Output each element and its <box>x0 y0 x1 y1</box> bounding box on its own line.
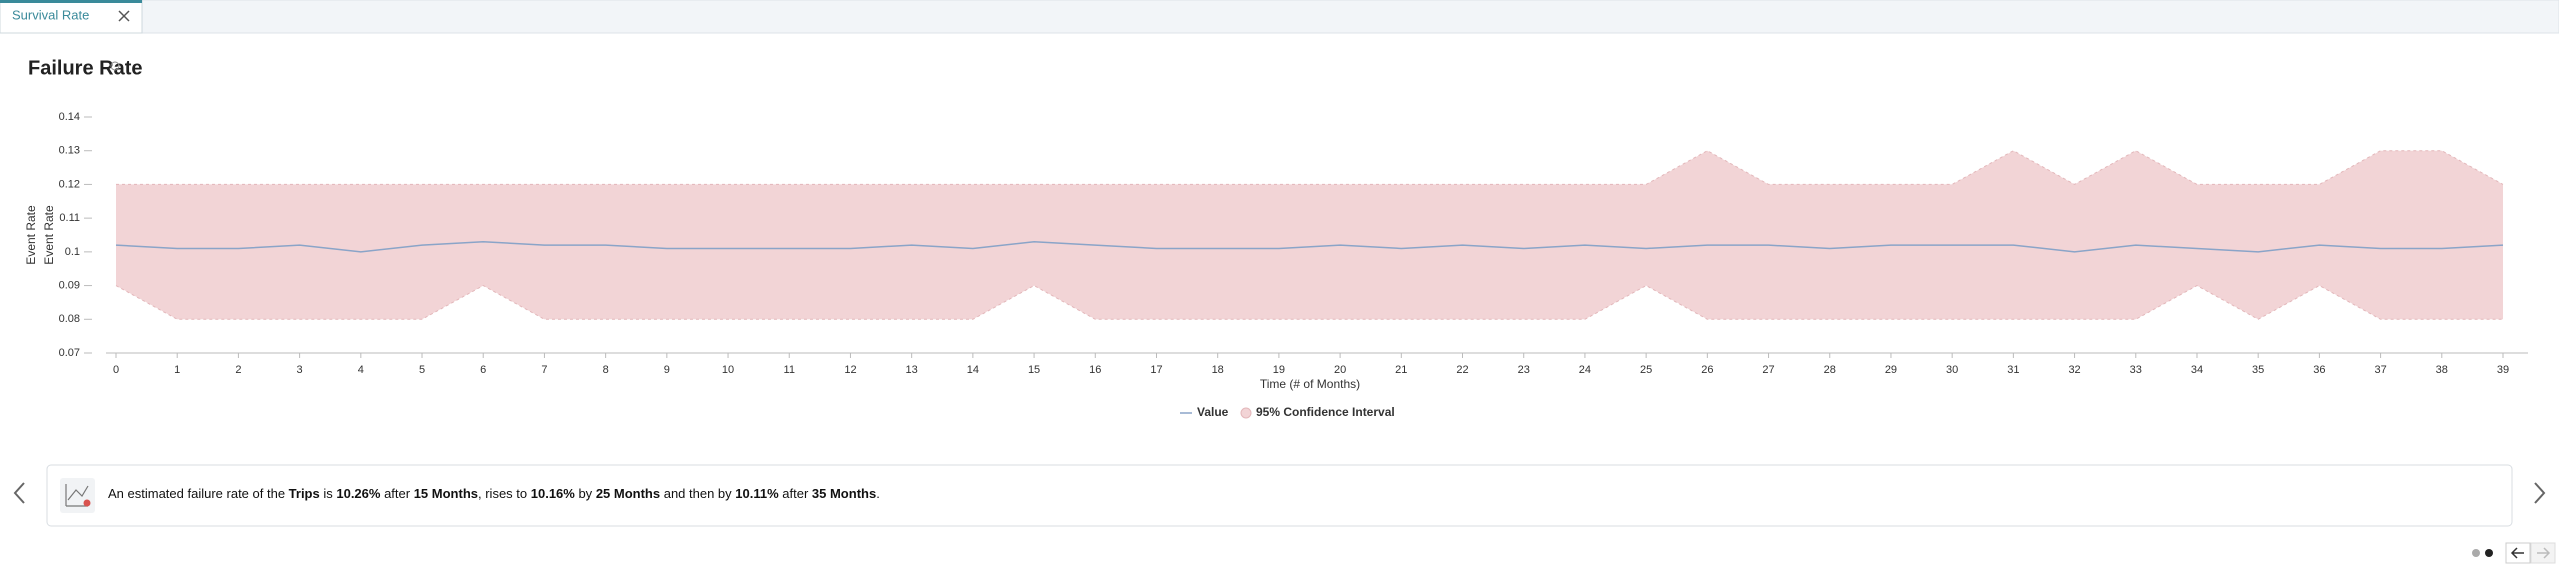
insight-segment: and then by <box>660 486 735 501</box>
x-tick-label: 31 <box>2007 364 2019 376</box>
insight-segment: 10.26% <box>336 486 381 501</box>
x-tick-label: 34 <box>2191 364 2203 376</box>
y-tick-label: 0.14 <box>59 111 80 123</box>
prev-arrow[interactable] <box>13 482 25 504</box>
x-tick-label: 23 <box>1518 364 1530 376</box>
x-tick-label: 18 <box>1212 364 1224 376</box>
x-tick-label: 20 <box>1334 364 1346 376</box>
tab-close[interactable] <box>118 10 130 22</box>
y-tick-label: 0.13 <box>59 145 80 157</box>
x-tick-label: 35 <box>2252 364 2264 376</box>
x-tick-label: 37 <box>2374 364 2386 376</box>
band-upper-edge <box>116 150 2504 185</box>
info-icon[interactable] <box>110 61 120 71</box>
insight-segment: after <box>779 486 812 501</box>
x-tick-label: 7 <box>541 364 547 376</box>
insight-segment: 15 Months <box>414 486 478 501</box>
tab-indicator <box>0 0 142 3</box>
y-tick-label: 0.08 <box>59 313 80 325</box>
y-tick-label: 0.1 <box>65 246 80 258</box>
y-axis-label: Event Rate <box>24 205 38 265</box>
x-tick-label: 26 <box>1701 364 1713 376</box>
x-axis-label: Time (# of Months) <box>1260 377 1360 391</box>
y-tick-label: 0.07 <box>59 347 80 359</box>
x-tick-label: 19 <box>1273 364 1285 376</box>
plot: 0.070.080.090.10.110.120.130.140 1 2 3 4 5 6 7 8… <box>59 111 2528 419</box>
x-tick-label: 38 <box>2436 364 2448 376</box>
x-tick-label: 1 <box>174 364 180 376</box>
x-tick-label: 3 <box>297 364 303 376</box>
insight-segment: 35 Months <box>812 486 876 501</box>
back-icon <box>2510 547 2524 559</box>
x-tick-label: 17 <box>1150 364 1162 376</box>
insight-icon <box>60 478 95 513</box>
page-dot[interactable] <box>2485 549 2493 557</box>
forward-icon <box>2537 547 2551 559</box>
x-tick-label: 25 <box>1640 364 1652 376</box>
insight-segment: An estimated failure rate of the <box>108 486 289 501</box>
insight-segment: by <box>575 486 596 501</box>
x-tick-label: 21 <box>1395 364 1407 376</box>
y-axis-label: Event Rate <box>42 205 56 265</box>
tab[interactable] <box>0 0 143 34</box>
confidence-band <box>116 150 2503 320</box>
y-tick-label: 0.11 <box>59 212 80 224</box>
value-line <box>115 240 2504 253</box>
insight-text: An estimated failure rate of the Trips i… <box>108 486 880 501</box>
x-tick-label: 12 <box>844 364 856 376</box>
x-tick-label: 14 <box>967 364 979 376</box>
x-tick-label: 0 <box>113 364 119 376</box>
x-tick-label: 9 <box>664 364 670 376</box>
x-tick-label: 10 <box>722 364 734 376</box>
x-tick-label: 33 <box>2130 364 2142 376</box>
legend-label: Value <box>1197 405 1229 419</box>
x-tick-label: 13 <box>906 364 918 376</box>
insight-segment: 10.11% <box>735 486 779 501</box>
tab-label[interactable]: Survival Rate <box>12 7 89 22</box>
insight-segment: , rises to <box>478 486 531 501</box>
x-tick-label: 24 <box>1579 364 1591 376</box>
x-tick-label: 32 <box>2068 364 2080 376</box>
x-tick-label: 4 <box>358 364 364 376</box>
tab-strip <box>0 0 2559 34</box>
x-tick-label: 28 <box>1824 364 1836 376</box>
insight-segment: 25 Months <box>596 486 660 501</box>
x-tick-label: 29 <box>1885 364 1897 376</box>
x-tick-label: 6 <box>480 364 486 376</box>
x-tick-label: 39 <box>2497 364 2509 376</box>
x-tick-label: 2 <box>235 364 241 376</box>
x-tick-label: 8 <box>603 364 609 376</box>
x-tick-label: 5 <box>419 364 425 376</box>
x-tick-label: 22 <box>1456 364 1468 376</box>
next-arrow[interactable] <box>2534 482 2546 504</box>
insight-icon-badge <box>83 499 91 507</box>
y-tick-label: 0.09 <box>59 279 80 291</box>
y-tick-label: 0.12 <box>59 178 80 190</box>
x-tick-label: 11 <box>784 364 795 376</box>
x-tick-label: 16 <box>1089 364 1101 376</box>
legend-swatch <box>1240 407 1252 419</box>
page-dot[interactable] <box>2472 549 2480 557</box>
x-tick-label: 30 <box>1946 364 1958 376</box>
x-tick-label: 15 <box>1028 364 1040 376</box>
insight-segment: after <box>380 486 413 501</box>
band-lower-edge <box>115 285 2503 320</box>
chart-title: Failure Rate <box>28 57 142 79</box>
insight-icon-chart <box>65 484 89 507</box>
legend-label: 95% Confidence Interval <box>1256 405 1395 419</box>
insight-segment: 10.16% <box>531 486 576 501</box>
insight-segment: is <box>320 486 337 501</box>
insight-segment: Trips <box>289 486 320 501</box>
insight-segment: . <box>876 486 880 501</box>
x-tick-label: 27 <box>1762 364 1774 376</box>
insight-card <box>46 464 2513 527</box>
x-tick-label: 36 <box>2313 364 2325 376</box>
